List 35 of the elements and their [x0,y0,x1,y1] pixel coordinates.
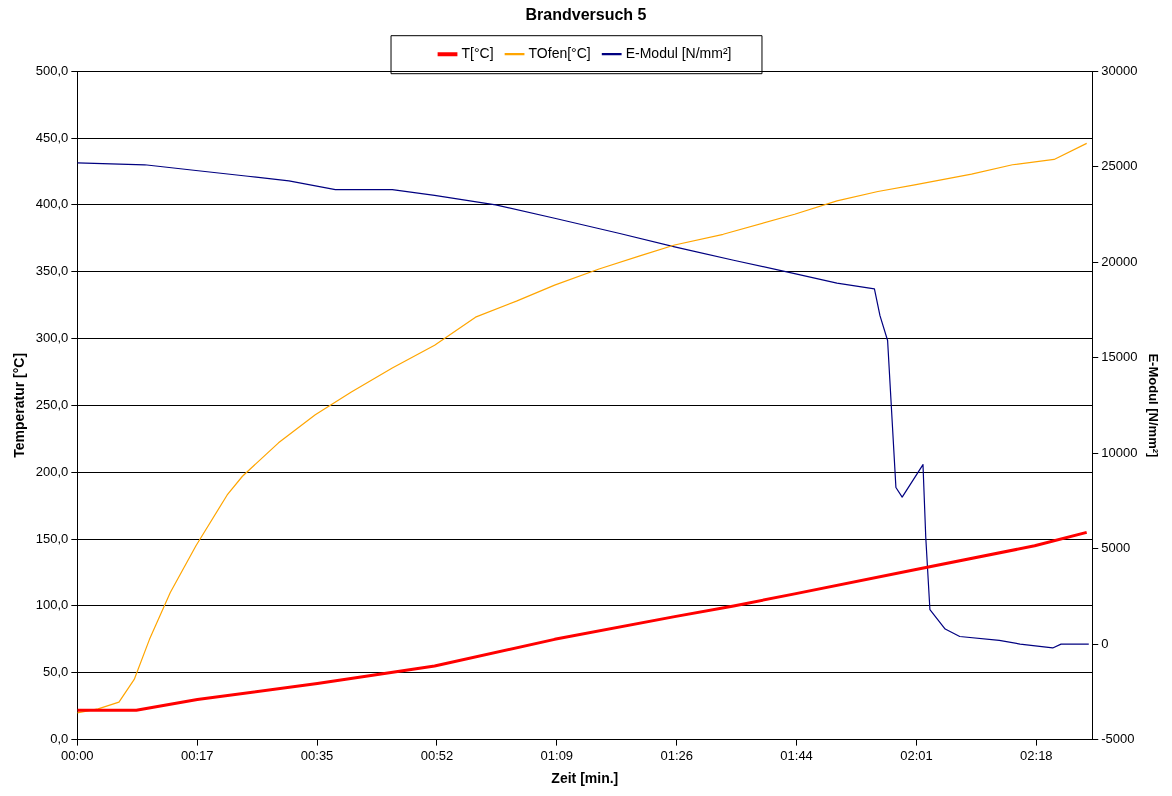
y-tick-label: 150,0 [35,530,69,546]
legend-label: T[°C] [461,45,494,62]
chart-title: Brandversuch 5 [525,6,647,24]
y-tick-label: 50,0 [43,664,69,680]
y2-tick-label: 15000 [1101,349,1138,365]
y2-tick-label: 0 [1101,635,1109,651]
y-tick-label: 450,0 [35,129,69,145]
y2-tick-label: 10000 [1101,444,1138,460]
y-tick-label: 200,0 [35,463,69,479]
y2-tick-label: -5000 [1101,731,1135,747]
x-tick-label: 01:26 [660,747,693,763]
y-axis-title: Temperatur [°C] [11,352,28,458]
y2-axis-title: E-Modul [N/mm²] [1145,353,1161,458]
x-tick-label: 00:35 [300,747,334,763]
x-tick-label: 00:00 [61,747,94,763]
y-tick-label: 350,0 [35,263,69,279]
y2-tick-label: 5000 [1101,540,1131,556]
x-tick-label: 01:44 [780,747,813,763]
x-axis-title: Zeit [min.] [551,770,619,787]
legend-label: E-Modul [N/mm²] [625,45,732,62]
x-tick-label: 00:17 [180,747,214,763]
y2-tick-label: 25000 [1101,158,1138,174]
x-tick-label: 02:01 [900,747,933,763]
y2-tick-label: 30000 [1101,62,1138,78]
y-tick-label: 500,0 [35,62,69,78]
y-tick-label: 400,0 [35,196,69,212]
x-tick-label: 02:18 [1020,747,1053,763]
y-tick-label: 300,0 [35,330,69,346]
x-tick-label: 01:09 [540,747,574,763]
y-tick-label: 0,0 [50,731,69,747]
legend-label: TOfen[°C] [528,45,591,62]
y2-tick-label: 20000 [1101,253,1138,269]
x-tick-label: 00:52 [420,747,454,763]
y-tick-label: 100,0 [35,597,69,613]
y-tick-label: 250,0 [35,396,69,412]
